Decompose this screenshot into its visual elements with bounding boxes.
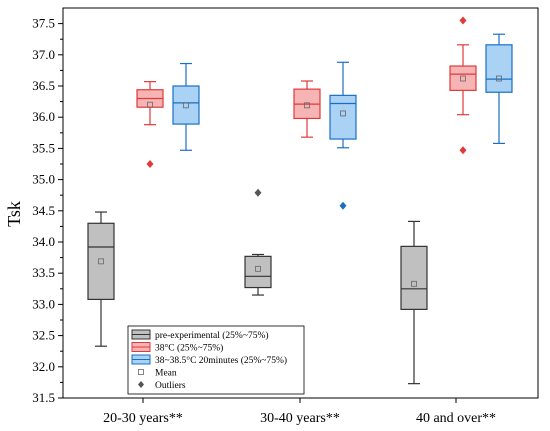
mean-marker	[496, 75, 502, 82]
iqr-box	[400, 245, 428, 310]
y-tick-label: 32.5	[32, 328, 55, 343]
iqr-box	[87, 222, 115, 301]
mean-marker	[147, 101, 153, 108]
y-tick-label: 32.0	[32, 359, 55, 374]
y-tick-label: 37.5	[32, 16, 55, 31]
legend-label: Mean	[155, 369, 177, 379]
y-tick-label: 34.5	[32, 203, 55, 218]
legend-outlier-marker	[138, 381, 144, 388]
plot-layer: 31.5 32.0 32.5 33.0 33.5 34.0 34.5 35.0 35.5 36.0…	[32, 7, 539, 426]
legend-label: pre-experimental (25%~75%)	[155, 330, 269, 341]
pre-experimental-box-2	[244, 188, 272, 296]
iqr-box	[449, 65, 477, 91]
bath-38-38-5c-box-1	[172, 62, 200, 151]
legend-item-control-38c: 38°C (25%~75%)	[131, 342, 223, 354]
iqr-box	[329, 94, 357, 140]
outlier-point	[254, 188, 262, 197]
mean-marker	[340, 110, 346, 117]
mean-marker	[460, 75, 466, 82]
mean-marker	[304, 102, 310, 109]
legend-label: 38~38.5°C 20minutes (25%~75%)	[155, 355, 287, 366]
legend: pre-experimental (25%~75%) 38°C (25%~75%)…	[127, 325, 305, 395]
iqr-box	[244, 255, 272, 289]
legend-label: 38°C (25%~75%)	[155, 343, 223, 354]
outlier-point	[459, 16, 467, 25]
outlier-point	[146, 160, 154, 168]
x-tick-label: 30-40 years**	[260, 411, 340, 426]
control-38c-box-3	[449, 16, 477, 155]
y-axis-label: Tsk	[4, 201, 24, 227]
outlier-point	[339, 201, 347, 210]
bath-38-38-5c-box-2	[329, 61, 357, 210]
y-tick-label: 35.5	[32, 140, 55, 155]
x-tick-label: 20-30 years**	[103, 411, 183, 426]
control-38c-box-2	[293, 80, 321, 138]
y-tick-label: 34.0	[32, 234, 55, 249]
iqr-box	[172, 85, 200, 125]
legend-item-outlier: Outliers	[138, 381, 186, 391]
mean-marker	[411, 280, 417, 287]
pre-experimental-box-3	[400, 220, 428, 385]
mean-marker	[255, 265, 261, 272]
legend-label: Outliers	[155, 381, 186, 391]
legend-mean-marker	[138, 369, 144, 375]
mean-marker	[98, 258, 104, 265]
legend-frame	[127, 325, 305, 395]
legend-item-bath-38-38-5c: 38~38.5°C 20minutes (25%~75%)	[131, 354, 287, 366]
mean-marker	[183, 102, 189, 109]
y-tick-label: 33.5	[32, 265, 55, 280]
y-tick-label: 37.0	[32, 47, 55, 62]
bath-38-38-5c-box-3	[485, 33, 513, 145]
y-tick-label: 31.5	[32, 390, 55, 405]
control-38c-box-1	[136, 81, 164, 168]
legend-item-mean: Mean	[138, 369, 177, 379]
y-tick-label: 33.0	[32, 296, 55, 311]
iqr-box	[485, 44, 513, 93]
outlier-point	[459, 146, 467, 155]
legend-item-pre-experimental: pre-experimental (25%~75%)	[131, 329, 269, 341]
y-tick-label: 36.5	[32, 78, 55, 93]
y-tick-label: 35.0	[32, 172, 55, 187]
y-tick-label: 36.0	[32, 109, 55, 124]
pre-experimental-box-1	[87, 211, 115, 347]
x-tick-label: 40 and over**	[416, 411, 496, 426]
